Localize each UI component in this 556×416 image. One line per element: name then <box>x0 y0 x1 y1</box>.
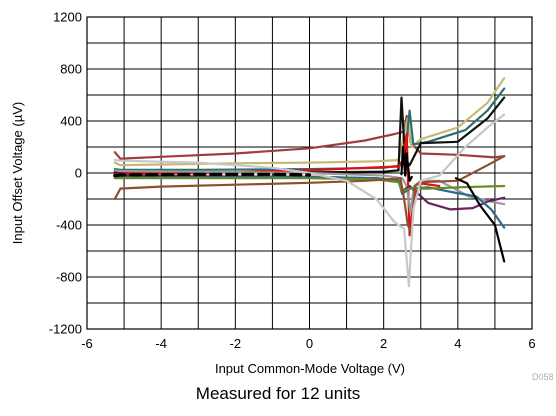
y-tick-labels: -1200 -800 -400 0 400 800 1200 <box>49 10 82 337</box>
chart-caption: Measured for 12 units <box>195 384 361 403</box>
x-tick-label: 0 <box>306 336 313 351</box>
y-tick-label: 0 <box>75 166 82 181</box>
x-tick-label: -6 <box>81 336 93 351</box>
series-line-2 <box>113 77 506 167</box>
series-line-12 <box>113 172 312 178</box>
x-tick-label: 2 <box>380 336 387 351</box>
grid <box>87 17 532 329</box>
plot-frame <box>86 16 533 330</box>
y-axis-label: Input Offset Voltage (µV) <box>10 102 25 244</box>
y-tick-label: -800 <box>56 270 82 285</box>
x-tick-label: 6 <box>528 336 535 351</box>
x-tick-label: 4 <box>454 336 461 351</box>
y-tick-label: 400 <box>60 114 82 129</box>
x-axis-label: Input Common-Mode Voltage (V) <box>215 361 405 376</box>
series-line-9 <box>113 177 506 193</box>
x-tick-label: -4 <box>155 336 167 351</box>
figure-id: D058 <box>532 372 554 382</box>
y-tick-label: -1200 <box>49 322 82 337</box>
y-tick-label: 800 <box>60 62 82 77</box>
x-tick-labels: -6 -4 -2 0 2 4 6 <box>81 336 535 351</box>
series-line-14 <box>454 177 506 263</box>
x-tick-label: -2 <box>230 336 242 351</box>
offset-voltage-chart: -1200 -800 -400 0 400 800 1200 -6 -4 -2 0 2 4 6 Inpu… <box>10 10 554 383</box>
y-tick-label: -400 <box>56 218 82 233</box>
series-line-10 <box>113 155 506 234</box>
series-line-11 <box>113 113 506 288</box>
y-tick-label: 1200 <box>53 10 82 25</box>
series-line-13 <box>400 145 413 182</box>
series-layer <box>113 77 506 288</box>
